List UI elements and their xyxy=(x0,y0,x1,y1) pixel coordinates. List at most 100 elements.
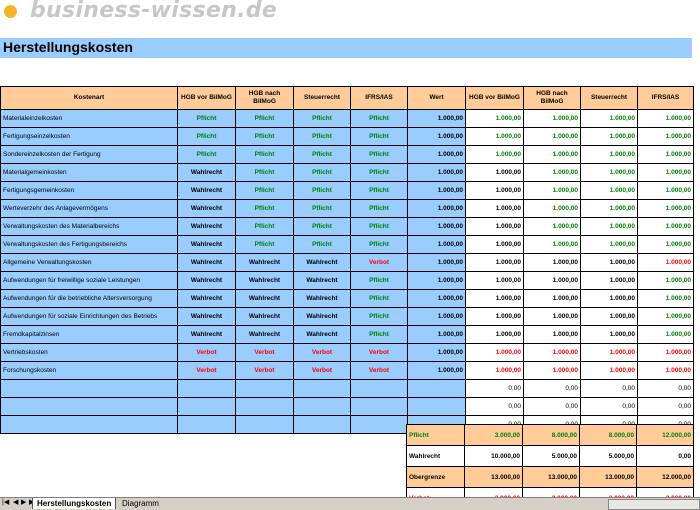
status-cell[interactable] xyxy=(177,379,236,398)
tab-herstellungskosten[interactable]: Herstellungskosten xyxy=(32,498,117,509)
cost-type-cell[interactable]: Aufwendungen für freiwillige soziale Lei… xyxy=(0,271,178,290)
result-cell[interactable]: 1.000,00 xyxy=(465,127,524,146)
status-cell[interactable]: Wahlrecht xyxy=(177,199,236,218)
summary-value[interactable]: 5.000,00 xyxy=(522,445,580,467)
status-cell[interactable]: Verbot xyxy=(350,253,408,272)
status-cell[interactable]: Pflicht xyxy=(235,217,294,236)
status-cell[interactable]: Wahlrecht xyxy=(177,163,236,182)
result-cell[interactable]: 1.000,00 xyxy=(580,127,638,146)
status-cell[interactable]: Wahlrecht xyxy=(177,325,236,344)
first-sheet-icon[interactable]: |◀ xyxy=(2,499,10,506)
result-cell[interactable]: 1.000,00 xyxy=(523,163,581,182)
header-cell[interactable]: HGB vor BilMoG xyxy=(177,86,236,110)
status-cell[interactable]: Pflicht xyxy=(350,271,408,290)
value-cell[interactable]: 1.000,00 xyxy=(407,109,466,128)
status-cell[interactable]: Pflicht xyxy=(177,127,236,146)
cost-type-cell[interactable]: Materialeinzelkosten xyxy=(0,109,178,128)
result-cell[interactable]: 1.000,00 xyxy=(523,253,581,272)
status-cell[interactable]: Wahlrecht xyxy=(293,325,351,344)
summary-value[interactable]: 12.000,00 xyxy=(636,424,694,446)
result-cell[interactable]: 1.000,00 xyxy=(580,289,638,308)
cost-type-cell[interactable]: Aufwendungen für soziale Einrichtungen d… xyxy=(0,307,178,326)
status-cell[interactable]: Wahlrecht xyxy=(293,289,351,308)
status-cell[interactable]: Pflicht xyxy=(350,199,408,218)
value-cell[interactable]: 1.000,00 xyxy=(407,325,466,344)
result-cell[interactable]: 1.000,00 xyxy=(637,271,694,290)
value-cell[interactable]: 1.000,00 xyxy=(407,253,466,272)
status-cell[interactable]: Wahlrecht xyxy=(177,253,236,272)
value-cell[interactable]: 1.000,00 xyxy=(407,199,466,218)
result-cell[interactable]: 1.000,00 xyxy=(580,361,638,380)
result-cell[interactable]: 1.000,00 xyxy=(637,127,694,146)
result-cell[interactable]: 1.000,00 xyxy=(637,109,694,128)
result-cell[interactable]: 1.000,00 xyxy=(580,307,638,326)
result-cell[interactable]: 1.000,00 xyxy=(580,325,638,344)
result-cell[interactable]: 1.000,00 xyxy=(637,253,694,272)
cost-type-cell[interactable]: Fremdkapitalzinsen xyxy=(0,325,178,344)
summary-value[interactable]: 13.000,00 xyxy=(522,466,580,488)
status-cell[interactable] xyxy=(235,397,294,416)
header-cell[interactable]: Kostenart xyxy=(0,86,178,110)
result-cell[interactable]: 1.000,00 xyxy=(580,343,638,362)
result-cell[interactable]: 1.000,00 xyxy=(523,325,581,344)
status-cell[interactable] xyxy=(293,379,351,398)
result-cell[interactable]: 0,00 xyxy=(523,397,581,416)
result-cell[interactable]: 0,00 xyxy=(465,397,524,416)
result-cell[interactable]: 1.000,00 xyxy=(637,289,694,308)
status-cell[interactable]: Pflicht xyxy=(235,235,294,254)
status-cell[interactable]: Pflicht xyxy=(235,109,294,128)
status-cell[interactable]: Pflicht xyxy=(235,199,294,218)
summary-value[interactable]: 13.000,00 xyxy=(464,466,523,488)
summary-value[interactable]: 8.000,00 xyxy=(522,424,580,446)
status-cell[interactable]: Verbot xyxy=(350,361,408,380)
status-cell[interactable]: Pflicht xyxy=(235,181,294,200)
cost-type-cell[interactable]: Forschungskosten xyxy=(0,361,178,380)
result-cell[interactable]: 1.000,00 xyxy=(637,163,694,182)
result-cell[interactable]: 1.000,00 xyxy=(465,109,524,128)
status-cell[interactable]: Pflicht xyxy=(350,127,408,146)
result-cell[interactable]: 1.000,00 xyxy=(523,199,581,218)
value-cell[interactable]: 1.000,00 xyxy=(407,307,466,326)
header-cell[interactable]: IFRS/IAS xyxy=(350,86,408,110)
result-cell[interactable]: 0,00 xyxy=(637,397,694,416)
status-cell[interactable] xyxy=(350,415,408,434)
status-cell[interactable]: Wahlrecht xyxy=(177,235,236,254)
result-cell[interactable]: 1.000,00 xyxy=(523,109,581,128)
next-sheet-icon[interactable]: ▶ xyxy=(21,499,27,506)
status-cell[interactable]: Pflicht xyxy=(350,145,408,164)
result-cell[interactable]: 0,00 xyxy=(465,379,524,398)
result-cell[interactable]: 1.000,00 xyxy=(580,253,638,272)
result-cell[interactable]: 0,00 xyxy=(637,379,694,398)
result-cell[interactable]: 1.000,00 xyxy=(637,181,694,200)
value-cell[interactable]: 1.000,00 xyxy=(407,181,466,200)
result-cell[interactable]: 0,00 xyxy=(523,379,581,398)
status-cell[interactable]: Wahlrecht xyxy=(293,271,351,290)
status-cell[interactable]: Pflicht xyxy=(293,235,351,254)
result-cell[interactable]: 1.000,00 xyxy=(465,199,524,218)
status-cell[interactable]: Wahlrecht xyxy=(235,271,294,290)
header-cell[interactable]: HGB vor BilMoG xyxy=(465,86,524,110)
result-cell[interactable]: 1.000,00 xyxy=(580,235,638,254)
cost-type-cell[interactable]: Fertigungseinzelkosten xyxy=(0,127,178,146)
result-cell[interactable]: 1.000,00 xyxy=(637,343,694,362)
cost-type-cell[interactable]: Vertriebskosten xyxy=(0,343,178,362)
result-cell[interactable]: 1.000,00 xyxy=(523,343,581,362)
value-cell[interactable]: 1.000,00 xyxy=(407,343,466,362)
status-cell[interactable]: Wahlrecht xyxy=(177,181,236,200)
result-cell[interactable]: 1.000,00 xyxy=(523,181,581,200)
status-cell[interactable] xyxy=(293,415,351,434)
result-cell[interactable]: 1.000,00 xyxy=(637,199,694,218)
status-cell[interactable]: Verbot xyxy=(350,343,408,362)
status-cell[interactable]: Wahlrecht xyxy=(235,289,294,308)
status-cell[interactable]: Pflicht xyxy=(350,289,408,308)
tab-diagramm[interactable]: Diagramm xyxy=(122,499,159,508)
result-cell[interactable]: 1.000,00 xyxy=(465,217,524,236)
result-cell[interactable]: 1.000,00 xyxy=(465,343,524,362)
cost-type-cell[interactable]: Verwaltungskosten des Materialbereichs xyxy=(0,217,178,236)
result-cell[interactable]: 0,00 xyxy=(580,379,638,398)
status-cell[interactable]: Wahlrecht xyxy=(177,307,236,326)
summary-value[interactable]: 0,00 xyxy=(636,445,694,467)
status-cell[interactable]: Wahlrecht xyxy=(235,307,294,326)
status-cell[interactable]: Verbot xyxy=(235,361,294,380)
value-cell[interactable]: 1.000,00 xyxy=(407,271,466,290)
